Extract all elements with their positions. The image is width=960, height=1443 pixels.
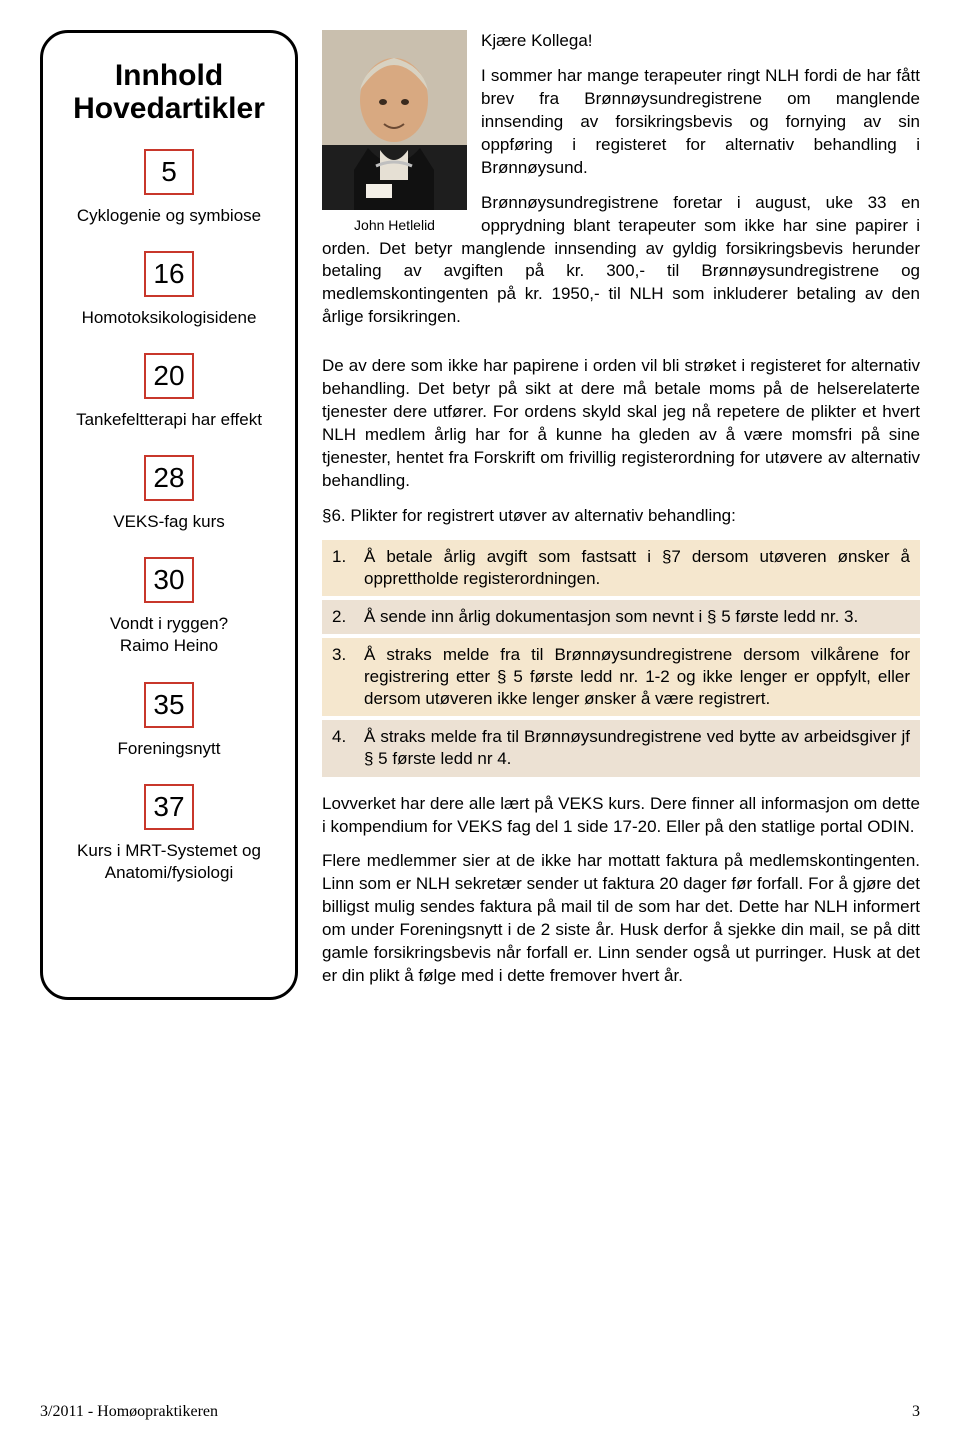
- toc-title-line2: Hovedartikler: [73, 92, 265, 125]
- table-row: 2. Å sende inn årlig dokumentasjon som n…: [322, 600, 920, 634]
- toc-item: 37 Kurs i MRT-Systemet og Anatomi/fysiol…: [57, 784, 281, 884]
- duty-text: Å straks melde fra til Brønnøysundregist…: [354, 638, 920, 716]
- photo-caption: John Hetlelid: [322, 216, 467, 235]
- duty-num: 4.: [322, 720, 354, 776]
- footer-pagenum: 3: [912, 1403, 920, 1421]
- toc-title: Innhold Hovedartikler: [73, 59, 265, 125]
- toc-page-num: 30: [144, 557, 194, 603]
- table-row: 3. Å straks melde fra til Brønnøysundreg…: [322, 638, 920, 716]
- toc-label: Homotoksikologisidene: [82, 307, 257, 329]
- toc-label: Tankefeltterapi har effekt: [76, 409, 262, 431]
- author-photo: [322, 30, 467, 210]
- duty-num: 2.: [322, 600, 354, 634]
- toc-panel: Innhold Hovedartikler 5 Cyklogenie og sy…: [40, 30, 298, 1000]
- page-footer: 3/2011 - Homøopraktikeren 3: [40, 1403, 920, 1421]
- toc-label: Kurs i MRT-Systemet og Anatomi/fysiologi: [57, 840, 281, 884]
- toc-item: 35 Foreningsnytt: [118, 682, 221, 760]
- paragraph: Flere medlemmer sier at de ikke har mott…: [322, 850, 920, 988]
- duties-table: 1. Å betale årlig avgift som fastsatt i …: [322, 536, 920, 781]
- toc-item: 30 Vondt i ryggen? Raimo Heino: [110, 557, 228, 657]
- toc-page-num: 20: [144, 353, 194, 399]
- table-row: 1. Å betale årlig avgift som fastsatt i …: [322, 540, 920, 596]
- duty-num: 3.: [322, 638, 354, 716]
- toc-label: VEKS-fag kurs: [113, 511, 225, 533]
- article-body: John Hetlelid Kjære Kollega! I sommer ha…: [322, 30, 920, 1000]
- toc-label: Foreningsnytt: [118, 738, 221, 760]
- intro-block: John Hetlelid Kjære Kollega! I sommer ha…: [322, 30, 920, 341]
- paragraph: Lovverket har dere alle lært på VEKS kur…: [322, 793, 920, 839]
- toc-label: Cyklogenie og symbiose: [77, 205, 261, 227]
- toc-item: 20 Tankefeltterapi har effekt: [76, 353, 262, 431]
- toc-item: 28 VEKS-fag kurs: [113, 455, 225, 533]
- toc-page-num: 35: [144, 682, 194, 728]
- toc-page-num: 28: [144, 455, 194, 501]
- duty-num: 1.: [322, 540, 354, 596]
- page: Innhold Hovedartikler 5 Cyklogenie og sy…: [40, 30, 920, 1000]
- footer-left: 3/2011 - Homøopraktikeren: [40, 1403, 218, 1421]
- section-heading: §6. Plikter for registrert utøver av alt…: [322, 505, 920, 528]
- toc-label: Vondt i ryggen? Raimo Heino: [110, 613, 228, 657]
- toc-item: 16 Homotoksikologisidene: [82, 251, 257, 329]
- toc-page-num: 16: [144, 251, 194, 297]
- paragraph: De av dere som ikke har papirene i orden…: [322, 355, 920, 493]
- duty-text: Å sende inn årlig dokumentasjon som nevn…: [354, 600, 920, 634]
- toc-item: 5 Cyklogenie og symbiose: [77, 149, 261, 227]
- toc-title-line1: Innhold: [115, 59, 223, 92]
- author-photo-block: John Hetlelid: [322, 30, 467, 235]
- table-row: 4. Å straks melde fra til Brønnøysundreg…: [322, 720, 920, 776]
- duty-text: Å straks melde fra til Brønnøysundregist…: [354, 720, 920, 776]
- duty-text: Å betale årlig avgift som fastsatt i §7 …: [354, 540, 920, 596]
- toc-page-num: 37: [144, 784, 194, 830]
- toc-page-num: 5: [144, 149, 194, 195]
